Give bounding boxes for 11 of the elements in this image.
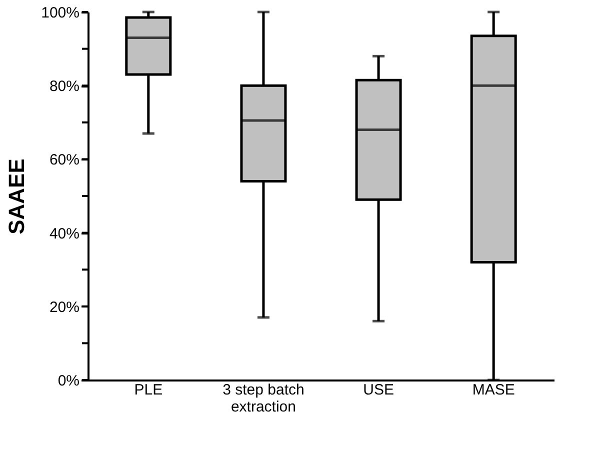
x-tick-label: USE	[363, 382, 394, 398]
y-tick-label: 100%	[41, 4, 80, 22]
x-tick-label: PLE	[134, 382, 163, 398]
y-tick-label: 0%	[58, 372, 80, 390]
y-tick-label: 20%	[49, 298, 80, 316]
y-tick-label: 40%	[49, 225, 80, 242]
x-tick-label: 3 step batch extraction	[222, 382, 304, 416]
y-tick-label: 60%	[49, 152, 80, 169]
x-tick-label: MASE	[472, 382, 515, 398]
y-axis-title: SAAEE	[4, 158, 30, 234]
y-tick-label: 80%	[49, 78, 80, 96]
